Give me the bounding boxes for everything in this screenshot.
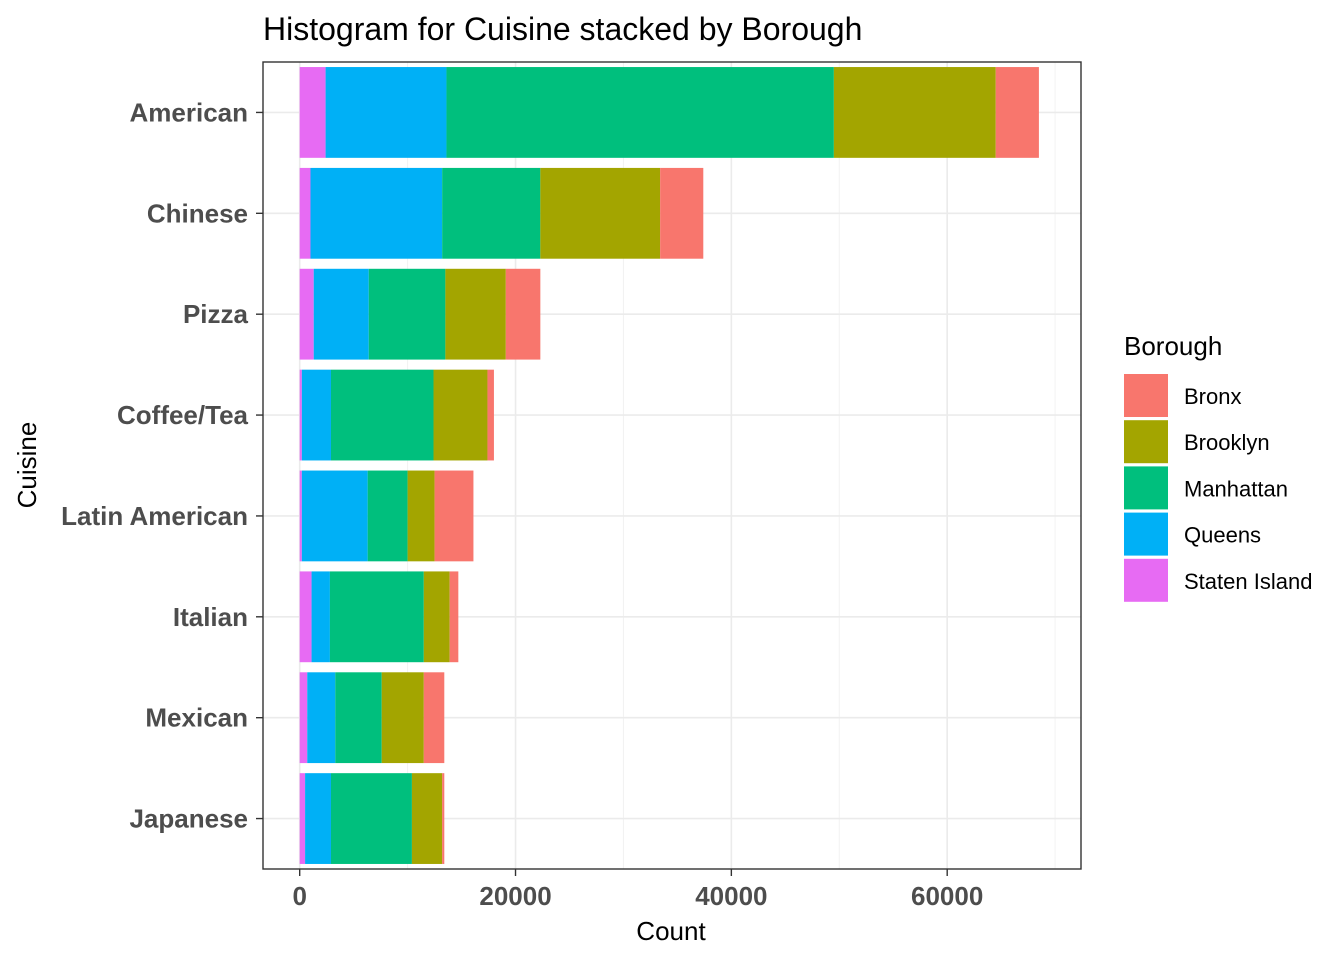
- legend-label: Manhattan: [1184, 476, 1288, 501]
- plot-panel: [262, 61, 1082, 870]
- bar-latin-american-brooklyn: [407, 470, 435, 562]
- legend-title: Borough: [1124, 331, 1222, 361]
- y-tick-label: Mexican: [145, 703, 248, 733]
- bar-japanese-brooklyn: [411, 773, 443, 864]
- panel-border: [262, 61, 1082, 870]
- bar-american-manhattan: [446, 67, 834, 158]
- bar-pizza-manhattan: [368, 268, 446, 360]
- legend-swatch: [1124, 374, 1168, 417]
- x-axis: 0 20000 40000 60000: [292, 869, 983, 911]
- bar-italian-brooklyn: [423, 571, 450, 663]
- legend-label: Queens: [1184, 523, 1261, 548]
- y-axis: American Chinese Pizza Coffee/Tea Latin Amer…: [61, 97, 263, 834]
- x-tick-label: 60000: [911, 881, 983, 911]
- x-tick-label: 0: [292, 881, 306, 911]
- bar-coffee-tea-manhattan: [330, 369, 434, 461]
- bar-coffee-tea-queens: [301, 369, 331, 461]
- y-tick-label: Italian: [173, 602, 248, 632]
- bar-american-bronx: [995, 67, 1039, 158]
- y-tick-label: Latin American: [61, 501, 248, 531]
- bar-pizza-staten-island: [299, 268, 314, 360]
- bar-pizza-bronx: [505, 268, 541, 360]
- bar-coffee-tea-staten-island: [299, 369, 302, 461]
- bar-italian-queens: [311, 571, 330, 663]
- legend-label: Brooklyn: [1184, 430, 1270, 455]
- bar-pizza-brooklyn: [445, 268, 506, 360]
- y-tick-label: Japanese: [129, 804, 248, 834]
- y-tick-label: Chinese: [147, 198, 248, 228]
- bar-chinese-manhattan: [442, 167, 541, 259]
- bar-chinese-staten-island: [299, 167, 311, 259]
- x-tick-label: 40000: [695, 881, 767, 911]
- bar-italian-staten-island: [299, 571, 312, 663]
- legend-label: Bronx: [1184, 384, 1241, 409]
- bar-japanese-queens: [305, 773, 331, 864]
- bar-italian-bronx: [449, 571, 459, 663]
- bar-latin-american-manhattan: [367, 470, 408, 562]
- bar-chinese-bronx: [660, 167, 704, 259]
- bar-american-staten-island: [299, 67, 326, 158]
- bar-coffee-tea-brooklyn: [433, 369, 488, 461]
- bar-latin-american-queens: [301, 470, 368, 562]
- bar-mexican-brooklyn: [381, 672, 424, 764]
- x-tick-label: 20000: [479, 881, 551, 911]
- bar-mexican-staten-island: [299, 672, 308, 764]
- bar-mexican-queens: [307, 672, 336, 764]
- bar-american-queens: [325, 67, 447, 158]
- bar-italian-manhattan: [329, 571, 424, 663]
- bar-coffee-tea-bronx: [487, 369, 494, 461]
- bar-mexican-manhattan: [335, 672, 382, 764]
- y-tick-label: Coffee/Tea: [117, 400, 249, 430]
- y-axis-title: Cuisine: [12, 422, 42, 509]
- bar-japanese-manhattan: [330, 773, 412, 864]
- legend-swatch: [1124, 512, 1168, 556]
- bar-japanese-bronx: [442, 773, 445, 864]
- chart-title: Histogram for Cuisine stacked by Borough: [263, 11, 862, 47]
- bar-chinese-brooklyn: [540, 167, 661, 259]
- legend-swatch: [1124, 466, 1168, 510]
- bar-latin-american-bronx: [434, 470, 474, 562]
- bar-american-brooklyn: [833, 67, 996, 158]
- y-tick-label: Pizza: [183, 299, 249, 329]
- y-tick-label: American: [130, 97, 249, 127]
- legend-swatch: [1124, 558, 1168, 602]
- bar-mexican-bronx: [423, 672, 445, 764]
- legend: Borough Bronx Brooklyn Manhattan Queens Stat…: [1124, 331, 1312, 602]
- bar-japanese-staten-island: [299, 773, 306, 864]
- legend-label: Staten Island: [1184, 569, 1312, 594]
- legend-swatch: [1124, 420, 1168, 464]
- bar-chinese-queens: [310, 167, 443, 259]
- bar-latin-american-staten-island: [299, 470, 302, 562]
- x-axis-title: Count: [636, 916, 706, 946]
- bar-pizza-queens: [313, 268, 369, 360]
